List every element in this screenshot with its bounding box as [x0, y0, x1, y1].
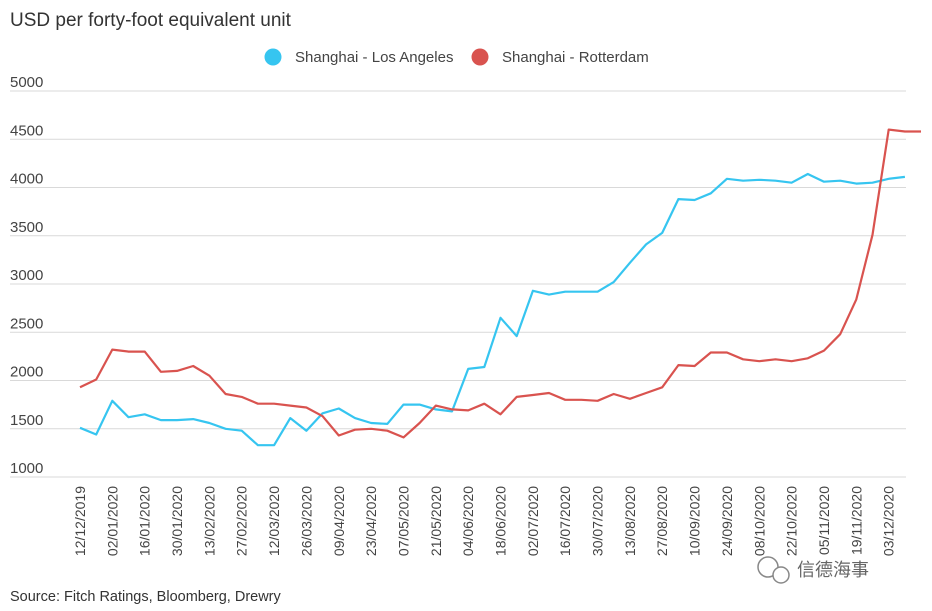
- x-tick-label: 09/04/2020: [331, 486, 347, 556]
- x-tick-label: 23/04/2020: [363, 486, 379, 556]
- series-line-0: [79, 172, 906, 447]
- gridlines: [10, 90, 906, 478]
- watermark-text: 信德海事: [797, 560, 869, 580]
- watermark: 信德海事: [757, 556, 869, 584]
- x-tick-label: 10/09/2020: [687, 486, 703, 556]
- x-tick-label: 07/05/2020: [395, 486, 411, 556]
- legend-label: Shanghai - Rotterdam: [502, 49, 649, 66]
- x-tick-label: 02/01/2020: [104, 486, 120, 556]
- x-tick-label: 21/05/2020: [428, 486, 444, 556]
- x-tick-label: 16/01/2020: [137, 486, 153, 556]
- y-tick-label: 1500: [10, 412, 43, 429]
- source-note: Source: Fitch Ratings, Bloomberg, Drewry: [10, 589, 282, 605]
- y-tick-label: 3500: [10, 219, 43, 236]
- x-tick-label: 24/09/2020: [719, 486, 735, 556]
- x-tick-label: 30/01/2020: [169, 486, 185, 556]
- x-tick-label: 02/07/2020: [525, 486, 541, 556]
- x-tick-label: 04/06/2020: [460, 486, 476, 556]
- x-tick-label: 22/10/2020: [784, 486, 800, 556]
- x-tick-label: 03/12/2020: [881, 486, 897, 556]
- x-tick-label: 26/03/2020: [298, 486, 314, 556]
- chart-title: USD per forty-foot equivalent unit: [10, 10, 292, 31]
- x-tick-label: 30/07/2020: [590, 486, 606, 556]
- y-tick-label: 2000: [10, 364, 43, 381]
- x-tick-label: 18/06/2020: [493, 486, 509, 556]
- legend-marker: [471, 48, 489, 66]
- legend: Shanghai - Los Angeles Shanghai - Rotterd…: [264, 48, 649, 66]
- y-tick-label: 4000: [10, 171, 43, 188]
- x-tick-label: 27/08/2020: [654, 486, 670, 556]
- series-line-1: [79, 128, 921, 439]
- x-tick-label: 12/03/2020: [266, 486, 282, 556]
- y-tick-label: 1000: [10, 460, 43, 477]
- legend-label: Shanghai - Los Angeles: [295, 49, 453, 66]
- x-axis-ticks: 12/12/2019 02/01/2020 16/01/2020 30/01/2020…: [72, 486, 897, 556]
- y-axis-ticks: 1000 1500 2000 2500 3000 3500 4000 4500 5000: [10, 74, 43, 477]
- y-tick-label: 4500: [10, 122, 43, 139]
- y-tick-label: 3000: [10, 267, 43, 284]
- x-tick-label: 19/11/2020: [848, 486, 864, 555]
- x-tick-label: 13/08/2020: [622, 486, 638, 556]
- wechat-logo-icon: [757, 556, 790, 584]
- y-tick-label: 5000: [10, 74, 43, 91]
- series-lines: [79, 128, 921, 447]
- x-tick-label: 05/11/2020: [816, 486, 832, 555]
- x-tick-label: 08/10/2020: [751, 486, 767, 556]
- x-tick-label: 13/02/2020: [201, 486, 217, 556]
- x-tick-label: 16/07/2020: [557, 486, 573, 556]
- x-tick-label: 27/02/2020: [234, 486, 250, 556]
- legend-marker: [264, 48, 282, 66]
- x-tick-label: 12/12/2019: [72, 486, 88, 556]
- y-tick-label: 2500: [10, 315, 43, 332]
